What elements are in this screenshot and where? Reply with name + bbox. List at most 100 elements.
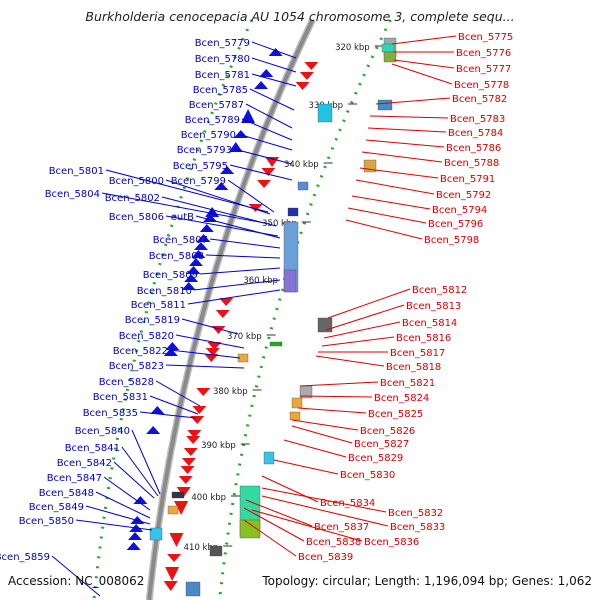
gene-label-right: Bcen_5826: [360, 426, 415, 437]
kbp-tick-label: 380 kbp: [213, 387, 248, 397]
right-label-leader: [251, 509, 363, 542]
gene-label-right: Bcen_5830: [340, 470, 395, 481]
left-label-leader: [251, 57, 297, 73]
gene-label-left: Bcen_5781: [195, 70, 250, 81]
left-label-leader: [227, 179, 275, 213]
feature-block: [167, 505, 179, 515]
left-label-leader: [237, 133, 293, 151]
feature-block: [317, 317, 333, 333]
gene-label-right: Bcen_5783: [450, 114, 505, 125]
left-label-leader: [199, 267, 281, 275]
gene-label-right: Bcen_5786: [446, 143, 501, 154]
forward-gene-arrow: [127, 532, 142, 540]
gene-label-left: Bcen_5804: [45, 189, 100, 200]
reverse-gene-arrow: [295, 82, 310, 90]
feature-block: [297, 181, 309, 191]
gene-label-left: Bcen_5793: [177, 145, 232, 156]
gene-label-right: Bcen_5817: [390, 348, 445, 359]
forward-gene-arrow: [186, 266, 201, 274]
gene-label-right: Bcen_5838: [306, 537, 361, 548]
gene-label-left: Bcen_5842: [57, 458, 112, 469]
right-label-leader: [393, 59, 455, 69]
gene-label-left: Bcen_5823: [109, 361, 164, 372]
right-label-leader: [351, 195, 431, 210]
gene-label-right: Bcen_5812: [412, 285, 467, 296]
right-label-leader: [391, 63, 453, 85]
forward-gene-arrow: [268, 48, 283, 56]
kbp-tick-label: 350 kbp: [262, 219, 297, 229]
left-label-leader: [195, 215, 281, 239]
kbp-tick-label: 360 kbp: [243, 276, 278, 286]
right-label-leader: [261, 475, 319, 503]
right-label-leader: [361, 151, 443, 163]
left-label-leader: [249, 88, 295, 111]
reverse-gene-arrow: [163, 581, 178, 591]
right-label-leader: [291, 419, 359, 431]
gene-label-right: Bcen_5829: [348, 453, 403, 464]
feature-block: [287, 207, 299, 217]
left-label-leader: [181, 318, 239, 335]
kbp-tick-label: 390 kbp: [201, 441, 236, 451]
feature-block: [239, 519, 261, 539]
forward-gene-arrow: [259, 69, 274, 77]
kbp-tick-label: 400 kbp: [191, 493, 226, 503]
forward-gene-arrow: [228, 142, 243, 152]
gene-label-right: Bcen_5782: [452, 94, 507, 105]
gene-label-left: Bcen_5789: [185, 115, 240, 126]
gene-label-left: Bcen_5840: [75, 426, 130, 437]
gene-label-left: Bcen_5807: [153, 235, 208, 246]
right-label-leader: [347, 207, 427, 224]
right-label-leader: [273, 459, 339, 475]
gene-label-left: Bcen_5847: [47, 473, 102, 484]
left-label-leader: [103, 476, 151, 511]
reverse-gene-arrow: [215, 310, 230, 318]
reverse-gene-arrow: [180, 466, 195, 474]
gene-label-left: Bcen_5828: [99, 377, 154, 388]
left-label-leader: [193, 279, 281, 291]
feature-block: [381, 43, 395, 53]
right-label-leader: [299, 395, 373, 398]
forward-gene-arrow: [165, 342, 180, 350]
gene-label-right: Bcen_5832: [388, 508, 443, 519]
left-label-leader: [131, 429, 161, 495]
gene-label-left: Bcen_5787: [189, 100, 244, 111]
gene-label-right: Bcen_5834: [320, 498, 375, 509]
reverse-gene-arrow: [187, 430, 202, 438]
gene-label-left: Bcen_5806: [109, 212, 164, 223]
gene-label-left: Bcen_5790: [181, 130, 236, 141]
right-label-leader: [321, 336, 395, 347]
right-label-leader: [291, 425, 353, 444]
left-label-leader: [101, 192, 271, 225]
gene-label-left: Bcen_5800: [109, 176, 164, 187]
right-label-leader: [365, 139, 445, 148]
feature-block: [383, 51, 397, 63]
map-title: Burkholderia cenocepacia AU 1054 chromos…: [85, 9, 515, 24]
left-label-leader: [205, 254, 281, 259]
right-label-leader: [375, 97, 451, 105]
gene-label-left: Bcen_5799: [171, 176, 226, 187]
left-label-leader: [149, 395, 199, 415]
left-label-leader: [85, 505, 151, 525]
feature-block: [283, 269, 297, 293]
gene-label-left: Bcen_5819: [125, 315, 180, 326]
gene-label-right: Bcen_5824: [374, 393, 429, 404]
gene-label-left: Bcen_5841: [65, 443, 120, 454]
feature-block: [291, 397, 303, 409]
gene-label-right: Bcen_5798: [424, 235, 479, 246]
gene-label-left: Bcen_5848: [39, 488, 94, 499]
reverse-gene-arrow: [192, 406, 207, 414]
gene-label-left: Bcen_5835: [83, 408, 138, 419]
left-label-leader: [251, 73, 297, 87]
gene-label-right: Bcen_5821: [380, 378, 435, 389]
left-label-leader: [165, 179, 271, 215]
outer-tick-track: [218, 19, 392, 600]
right-label-leader: [245, 499, 313, 527]
right-label-leader: [283, 439, 347, 458]
feature-block: [377, 99, 393, 111]
left-label-leader: [241, 118, 293, 141]
forward-gene-arrow: [241, 109, 256, 123]
feature-block: [263, 451, 275, 465]
reverse-gene-arrow: [178, 476, 193, 484]
